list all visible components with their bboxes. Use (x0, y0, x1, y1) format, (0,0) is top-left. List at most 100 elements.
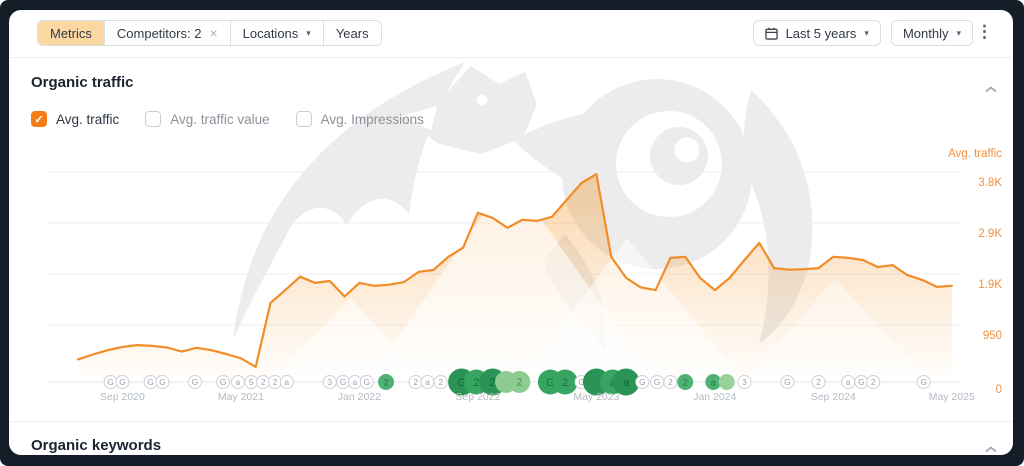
event-marker-circle[interactable] (811, 375, 826, 389)
toggle-avg-traffic-value[interactable]: Avg. traffic value (145, 111, 270, 127)
event-marker-circle[interactable] (433, 375, 448, 389)
report-card: GGGGGGa522a3GaG22a2G222G2GaaGG22a3G2aG2G… (9, 10, 1013, 455)
event-marker[interactable]: G (143, 375, 158, 389)
event-marker[interactable] (718, 374, 735, 390)
event-marker[interactable]: G (635, 375, 650, 389)
checkbox-icon[interactable] (145, 111, 162, 127)
event-marker-label: a (846, 377, 851, 387)
chevron-down-icon: ▾ (306, 27, 311, 38)
event-marker[interactable]: 2 (256, 375, 271, 389)
event-marker[interactable]: G (336, 375, 351, 389)
event-marker[interactable]: 3 (322, 375, 337, 389)
traffic-area-fill (78, 174, 952, 376)
event-marker-label: 2 (683, 377, 688, 388)
event-marker[interactable]: 2 (663, 375, 678, 389)
event-marker[interactable]: G (188, 375, 202, 389)
event-marker[interactable]: 2 (811, 375, 826, 389)
event-marker[interactable]: 2 (378, 374, 394, 390)
event-marker-circle[interactable] (635, 375, 650, 389)
date-range-label: Last 5 years (785, 25, 857, 41)
event-marker-circle[interactable] (188, 375, 202, 389)
filter-locations[interactable]: Locations ▾ (229, 21, 323, 45)
event-marker-circle[interactable] (378, 374, 394, 390)
event-marker-label: 2 (871, 377, 876, 387)
event-marker[interactable]: G (155, 375, 170, 389)
toggle-avg-impressions[interactable]: Avg. Impressions (295, 111, 424, 127)
collapse-keywords-button[interactable] (985, 440, 997, 455)
event-marker-label: a (425, 377, 430, 387)
divider (9, 57, 1013, 58)
event-marker-circle[interactable] (115, 375, 130, 389)
event-marker-circle[interactable] (508, 371, 531, 393)
event-marker[interactable]: G (216, 375, 231, 389)
event-marker-circle[interactable] (216, 375, 231, 389)
filter-label: Years (335, 25, 369, 41)
filter-years[interactable]: Years (322, 21, 381, 45)
y-tick-label: 1.9K (978, 279, 1002, 291)
event-marker[interactable]: a (347, 375, 362, 389)
y-axis-title: Avg. traffic (948, 148, 1002, 160)
dragon-watermark (233, 62, 813, 350)
filter-label: Metrics (50, 25, 92, 41)
filter-metrics[interactable]: Metrics (38, 21, 104, 45)
event-marker[interactable]: a (841, 375, 856, 389)
event-marker-label: 2 (668, 377, 673, 387)
event-marker[interactable]: a (230, 375, 245, 389)
event-marker[interactable]: 2 (866, 375, 881, 389)
event-marker[interactable]: 2 (552, 369, 578, 395)
event-marker-label: G (147, 377, 154, 387)
checkbox-checked-icon[interactable]: ✓ (31, 111, 47, 127)
event-marker-circle[interactable] (612, 368, 640, 396)
event-marker-circle[interactable] (705, 374, 722, 390)
event-marker[interactable]: 2 (433, 375, 448, 389)
organic-traffic-chart[interactable]: GGGGGGa522a3GaG22a2G222G2GaaGG22a3G2aG2G… (9, 10, 1013, 455)
event-marker[interactable]: a (705, 374, 722, 390)
event-marker[interactable]: 5 (244, 375, 259, 389)
checkbox-icon[interactable] (295, 111, 312, 127)
granularity-button[interactable]: Monthly ▾ (890, 20, 973, 46)
organic-traffic-title: Organic traffic (31, 74, 134, 91)
event-marker-label: G (578, 377, 585, 387)
chevron-up-icon (985, 86, 997, 93)
event-marker[interactable]: G (115, 375, 130, 389)
event-marker-circle[interactable] (279, 375, 294, 389)
event-marker-circle[interactable] (677, 374, 694, 390)
event-marker-circle[interactable] (359, 375, 374, 389)
event-marker-circle[interactable] (718, 374, 735, 390)
event-marker[interactable]: a (279, 375, 294, 389)
date-range-button[interactable]: Last 5 years ▾ (752, 20, 881, 46)
event-marker-circle[interactable] (737, 375, 752, 389)
event-marker-label: G (546, 377, 555, 389)
event-marker-circle[interactable] (155, 375, 170, 389)
event-marker[interactable]: G (780, 375, 795, 389)
event-marker[interactable]: G (854, 375, 869, 389)
event-marker-label: 3 (327, 377, 332, 387)
event-marker-circle[interactable] (780, 375, 795, 389)
event-marker[interactable]: 2 (408, 375, 423, 389)
filter-group: Metrics Competitors: 2 × Locations ▾ Years (37, 20, 382, 46)
event-marker[interactable]: a (612, 368, 640, 396)
event-marker-circle[interactable] (916, 375, 931, 389)
filter-competitors-2[interactable]: Competitors: 2 × (103, 21, 230, 45)
event-marker[interactable]: 2 (508, 371, 531, 393)
event-marker-circle[interactable] (866, 375, 881, 389)
event-marker[interactable]: G (650, 375, 665, 389)
close-icon[interactable]: × (209, 25, 218, 41)
event-marker[interactable]: 3 (737, 375, 752, 389)
event-marker[interactable]: G (359, 375, 374, 389)
collapse-traffic-button[interactable] (985, 80, 997, 98)
more-options-button[interactable]: ⋮ (976, 22, 993, 41)
event-marker-label: 3 (742, 377, 747, 387)
event-marker[interactable]: 2 (677, 374, 694, 390)
event-marker-circle[interactable] (663, 375, 678, 389)
event-marker-label: 2 (490, 377, 496, 389)
event-marker-circle[interactable] (552, 369, 578, 395)
event-marker-label: G (107, 377, 114, 387)
event-marker[interactable]: G (916, 375, 931, 389)
event-marker[interactable]: 2 (268, 375, 282, 389)
event-marker[interactable]: G (103, 375, 118, 389)
event-marker[interactable]: a (420, 375, 435, 389)
calendar-icon (764, 27, 778, 40)
toggle-avg-traffic[interactable]: ✓ Avg. traffic (31, 111, 119, 127)
